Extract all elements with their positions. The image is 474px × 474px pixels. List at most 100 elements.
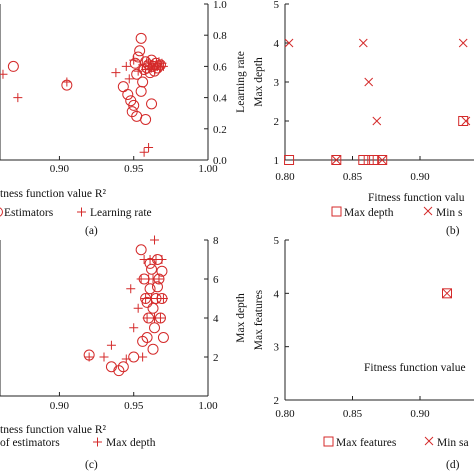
panel-d-legend-max-features: Max features <box>336 437 397 449</box>
panel-a-circle-point <box>122 88 134 100</box>
panel-b-square-point <box>369 155 380 165</box>
panel-c-plus-point <box>129 323 139 333</box>
panel-b-square-point <box>331 155 342 165</box>
panel-b: 0.80 0.85 0.90 1 2 3 4 5 Max depth Fitness fun… <box>253 0 474 237</box>
panel-c-circle-point <box>135 244 147 256</box>
panel-a-plus-point <box>124 74 134 84</box>
panel-d-x-point <box>442 288 452 298</box>
panel-b-square-point <box>284 155 295 165</box>
panel-a-plus-point <box>129 55 139 65</box>
panel-b-x-point <box>358 38 368 48</box>
panel-c-circle-point <box>149 322 161 334</box>
panel-c: 0.90 0.95 1.00 2 4 6 8 Max depth tness functi… <box>0 235 247 471</box>
panel-c-plus-point <box>99 352 109 362</box>
panel-a-circle-point <box>128 99 140 111</box>
panel-d-x-tick-label: 0.80 <box>275 408 295 420</box>
panel-c-plus-point <box>154 274 164 284</box>
panel-a-plus-point <box>13 93 23 103</box>
panel-b-x-point <box>284 38 294 48</box>
panel-c-plus-point <box>138 352 148 362</box>
panel-a-plus-point <box>144 57 154 67</box>
panel-a-x-tick-label: 1.00 <box>198 163 218 175</box>
panel-a-plus-point <box>111 68 121 78</box>
panel-b-legend-x-marker <box>423 206 433 216</box>
panel-a-circle-point <box>137 76 149 88</box>
panel-d-legend-square-marker <box>323 436 334 447</box>
panel-a-plus-point <box>62 77 72 87</box>
panel-a-circle-point <box>117 81 129 93</box>
panel-c-circle-point <box>105 361 117 373</box>
panel-a: 0.90 0.95 1.00 0.0 0.2 0.4 0.6 0.8 1.0 Learning… <box>0 0 247 237</box>
panel-b-y-label: Max depth <box>253 57 265 107</box>
panel-b-square-point <box>377 155 388 165</box>
panel-a-plus-point <box>138 60 148 70</box>
panel-d-y-tick-label: 5 <box>274 235 280 247</box>
panel-c-circle-point <box>147 302 159 314</box>
panel-a-plus-point <box>158 61 168 71</box>
panel-a-y-tick-label: 0.4 <box>213 93 227 105</box>
panel-d-y-label: Max features <box>253 289 265 350</box>
panel-d-legend-min-sa: Min sa <box>437 437 469 449</box>
panel-a-circle-point <box>135 85 147 97</box>
panel-c-circle-point <box>117 361 129 373</box>
panel-c-right-y-label: Max depth <box>235 293 247 343</box>
panel-a-plus-point <box>133 66 143 76</box>
panel-c-circle-point <box>146 263 158 275</box>
panel-a-y-tick-label: 1.0 <box>213 0 227 11</box>
panel-c-plus-point <box>126 284 136 294</box>
panel-b-x-point <box>331 155 341 165</box>
panel-b-square-point <box>458 116 469 126</box>
panel-d-x-tick-label: 0.85 <box>343 408 363 420</box>
panel-b-legend-square-marker <box>331 206 342 217</box>
panel-a-right-y-label: Learning rate <box>235 51 247 113</box>
panel-b-x-point <box>377 155 387 165</box>
panel-b-x-tick-label: 0.90 <box>410 171 430 183</box>
panel-c-circle-point <box>144 283 156 295</box>
panel-c-plus-point <box>155 313 165 323</box>
panel-a-legend-learning-rate: Learning rate <box>90 207 152 219</box>
panel-a-circle-point <box>140 113 152 125</box>
panel-d-square-point <box>442 288 452 299</box>
panel-c-circle-point <box>113 365 125 377</box>
panel-c-plus-point <box>106 340 116 350</box>
panel-b-x-point <box>458 38 468 48</box>
panel-b-x-tick-label: 0.80 <box>275 171 295 183</box>
panel-c-x-label: tness function value R² <box>0 424 107 436</box>
panel-c-circle-point <box>156 265 168 277</box>
panel-a-circle-point <box>146 98 158 110</box>
panel-a-y-tick-label: 0.8 <box>213 30 227 42</box>
panel-b-x-point <box>372 116 382 126</box>
panel-b-y-tick-label: 3 <box>274 77 280 89</box>
panel-c-caption: (c) <box>85 459 98 471</box>
panel-d-legend-x-marker <box>424 436 434 446</box>
panel-c-circle-point <box>141 332 153 343</box>
panel-a-legend-plus-marker <box>77 207 86 217</box>
panel-a-plus-point <box>139 147 149 157</box>
panel-c-x-tick-label: 1.00 <box>198 400 218 412</box>
panel-c-circle-point <box>128 351 140 363</box>
panel-c-y-tick-label: 6 <box>213 274 219 286</box>
panel-b-caption: (b) <box>446 225 460 237</box>
panel-b-legend-min-s: Min s <box>436 207 463 219</box>
panel-c-y-tick-label: 4 <box>213 313 219 325</box>
panel-b-y-tick-label: 4 <box>274 38 280 50</box>
panel-a-plus-point <box>0 69 8 79</box>
panel-d-y-tick-label: 4 <box>274 288 280 300</box>
panel-c-circle-point <box>151 281 163 293</box>
panel-c-plus-point <box>157 255 167 264</box>
panel-a-x-tick-label: 0.90 <box>50 163 70 175</box>
panel-d-caption: (d) <box>446 459 460 471</box>
panel-a-circle-point <box>134 45 146 57</box>
panel-b-x-label: Fitness function valu <box>368 192 465 204</box>
panel-a-y-tick-label: 0.0 <box>213 155 227 167</box>
panel-b-square-point <box>363 155 374 165</box>
panel-c-legend-of-estimators: of estimators <box>0 437 60 449</box>
panel-a-y-tick-label: 0.2 <box>213 124 227 136</box>
panel-c-plus-point <box>133 303 143 313</box>
panel-a-plus-point <box>121 61 131 71</box>
panel-a-circle-point <box>135 32 147 44</box>
panel-a-y-tick-label: 0.6 <box>213 61 227 73</box>
panel-c-circle-point <box>137 335 149 347</box>
panel-c-y-tick-label: 2 <box>213 352 219 364</box>
